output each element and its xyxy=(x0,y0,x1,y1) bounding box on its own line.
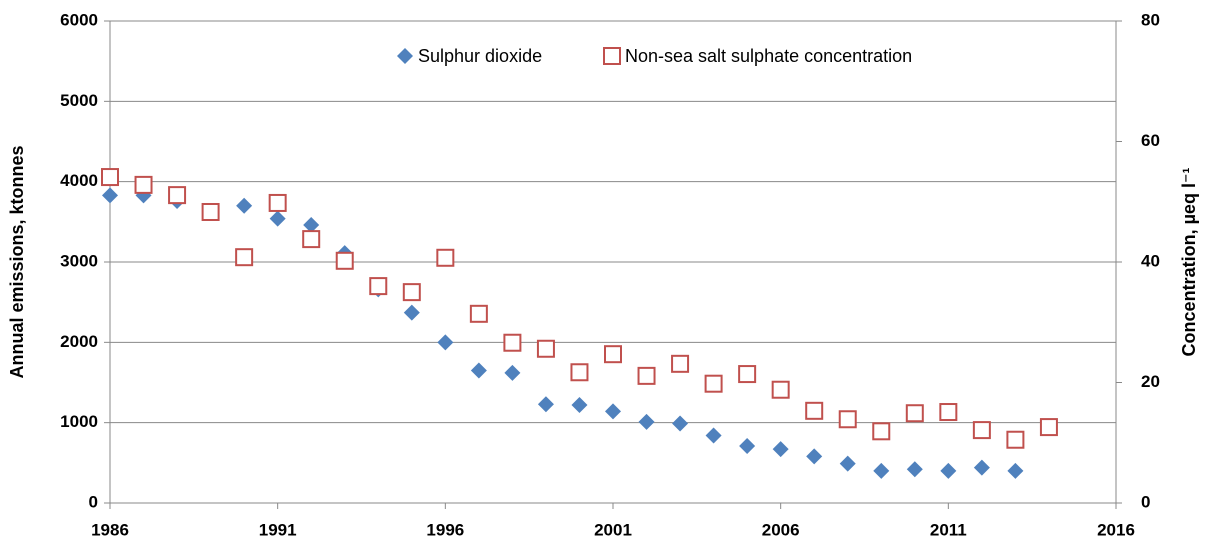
data-point xyxy=(201,202,220,221)
y2-tick-label: 20 xyxy=(1141,372,1160,391)
data-point xyxy=(704,374,723,393)
data-point xyxy=(436,248,455,267)
x-tick-label: 2016 xyxy=(1097,520,1135,539)
x-tick-label: 2011 xyxy=(930,520,967,539)
data-point xyxy=(839,455,856,472)
data-point xyxy=(772,441,789,458)
data-point xyxy=(369,277,388,296)
data-point xyxy=(973,459,990,476)
y2-tick-label: 60 xyxy=(1141,131,1160,150)
data-point xyxy=(638,413,655,430)
x-tick-label: 1986 xyxy=(91,520,129,539)
y-tick-label: 3000 xyxy=(60,251,98,270)
x-tick-label: 2006 xyxy=(762,520,800,539)
data-point xyxy=(536,339,555,358)
data-point xyxy=(805,401,824,420)
y2-tick-label: 0 xyxy=(1141,492,1150,511)
legend-label: Non-sea salt sulphate concentration xyxy=(625,46,912,66)
data-point xyxy=(939,403,958,422)
data-point xyxy=(905,404,924,423)
data-point xyxy=(705,427,722,444)
data-point xyxy=(637,366,656,385)
data-point xyxy=(940,462,957,479)
data-point xyxy=(906,461,923,478)
x-tick-label: 1991 xyxy=(259,520,297,539)
legend-marker xyxy=(397,48,413,64)
y-axis-title: Annual emissions, ktonnes xyxy=(7,145,27,378)
data-point xyxy=(872,422,891,441)
y-tick-label: 0 xyxy=(89,492,98,511)
x-tick-label: 2001 xyxy=(594,520,632,539)
data-point xyxy=(671,354,690,373)
data-point xyxy=(437,334,454,351)
data-point xyxy=(503,333,522,352)
data-point xyxy=(403,304,420,321)
y-tick-label: 2000 xyxy=(60,332,98,351)
y-tick-label: 6000 xyxy=(60,10,98,29)
data-point xyxy=(571,396,588,413)
data-point xyxy=(806,448,823,465)
data-point xyxy=(303,217,320,234)
data-point xyxy=(302,230,321,249)
data-point xyxy=(102,187,118,204)
data-point xyxy=(469,304,488,323)
data-point xyxy=(236,197,253,214)
data-point xyxy=(873,462,890,479)
data-point xyxy=(1007,462,1024,479)
y2-tick-label: 80 xyxy=(1141,10,1160,29)
y-tick-label: 5000 xyxy=(60,91,98,110)
data-point xyxy=(168,186,187,205)
data-point xyxy=(738,365,757,384)
data-point xyxy=(604,345,622,364)
data-point xyxy=(1006,430,1025,449)
data-point xyxy=(570,363,589,382)
legend-label: Sulphur dioxide xyxy=(418,46,542,66)
y-tick-label: 1000 xyxy=(60,412,98,431)
data-point xyxy=(739,437,756,454)
data-point xyxy=(605,403,621,420)
y2-tick-label: 40 xyxy=(1141,251,1160,270)
data-point xyxy=(672,415,689,432)
data-point xyxy=(838,410,857,429)
data-point xyxy=(402,283,421,302)
data-point xyxy=(235,248,254,267)
y-tick-label: 4000 xyxy=(60,171,98,190)
data-point xyxy=(972,421,991,440)
y2-axis-title: Concentration, µeq l⁻¹ xyxy=(1179,168,1199,357)
data-point xyxy=(504,364,521,381)
legend-marker xyxy=(603,47,621,65)
data-point xyxy=(269,210,286,227)
data-point xyxy=(335,251,354,270)
data-point xyxy=(470,362,487,379)
data-point xyxy=(268,193,287,212)
data-point xyxy=(1039,418,1058,437)
data-point xyxy=(771,380,790,399)
data-point xyxy=(537,396,554,413)
data-point xyxy=(134,175,153,194)
data-point xyxy=(101,168,119,187)
x-tick-label: 1996 xyxy=(426,520,464,539)
